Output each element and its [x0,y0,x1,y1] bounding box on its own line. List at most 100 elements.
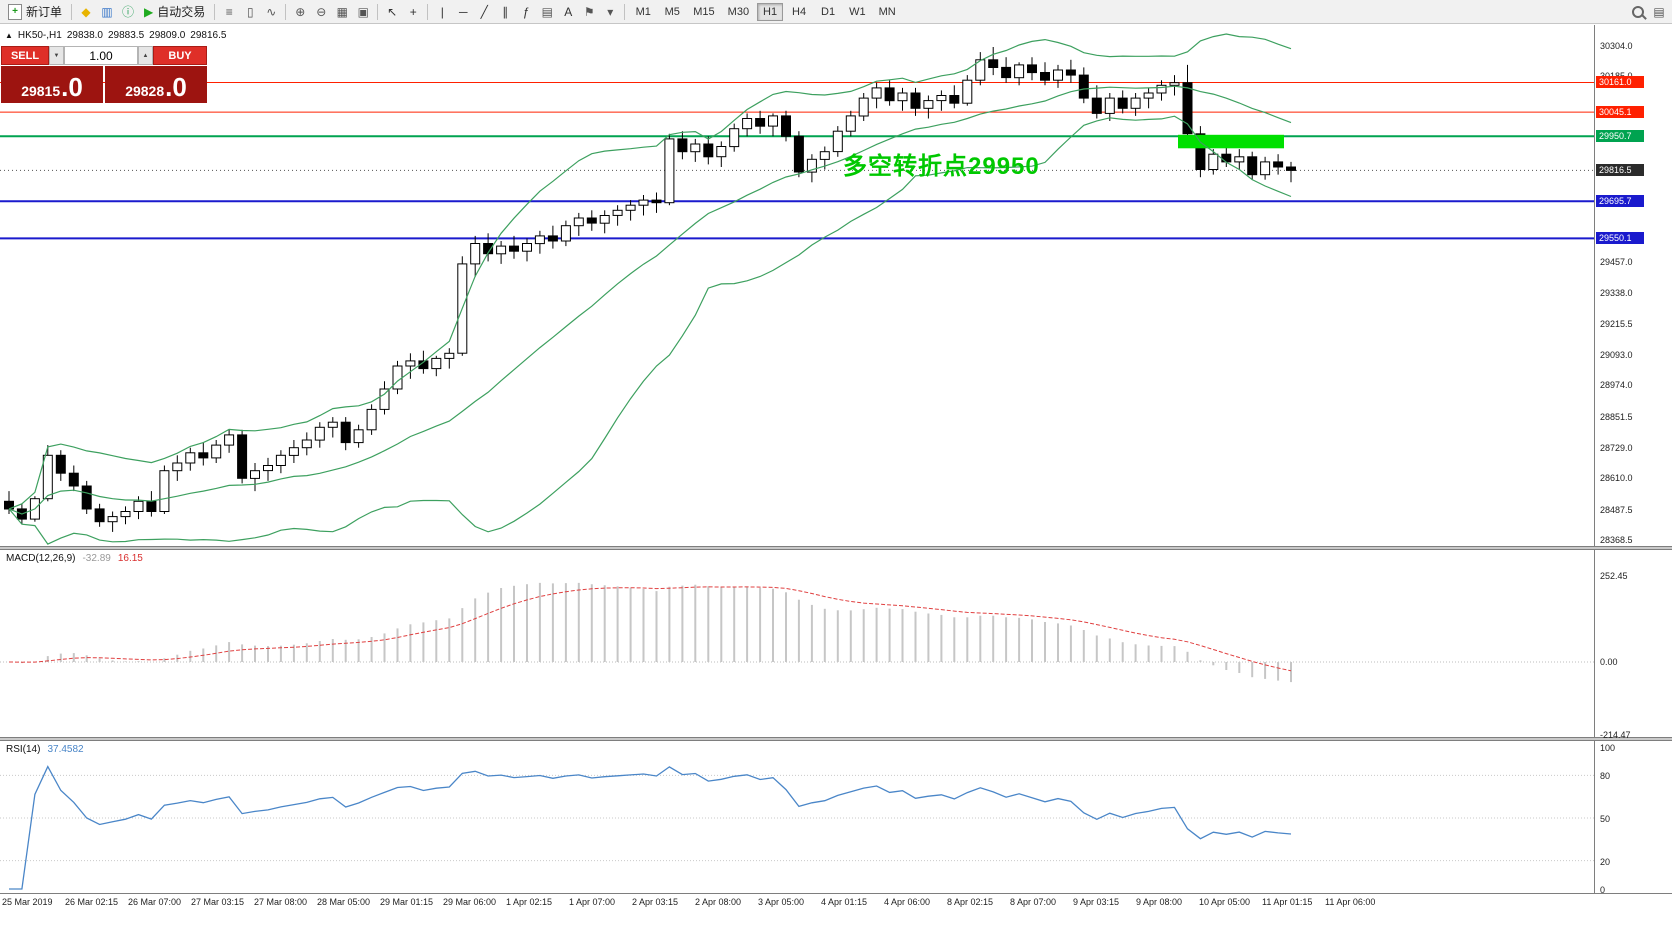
volume-input[interactable] [64,46,138,65]
community-icon: ⓘ [122,5,135,19]
autotrading-button[interactable]: ▶ 自动交易 [139,2,210,22]
time-label: 26 Mar 02:15 [65,897,119,907]
buy-price-main: 29828 [125,82,165,99]
vertical-line-icon: | [440,4,444,19]
time-label: 4 Apr 01:15 [821,897,868,907]
price-badge-29950.7: 29950.7 [1596,130,1644,142]
timeframe-h1-button[interactable]: H1 [757,2,784,21]
timeframe-m5-button[interactable]: M5 [659,3,685,21]
macd-indicator-label: MACD(12,26,9) -32.89 16.15 [6,553,143,564]
one-click-prices: 29815 .0 29828 .0 [1,66,207,103]
time-label: 1 Apr 02:15 [506,897,553,907]
panel-separator[interactable] [0,546,1672,550]
favorites-button[interactable]: ◆ [76,2,96,22]
horizontal-line-icon: ─ [459,4,468,19]
time-label: 4 Apr 06:00 [884,897,931,907]
toolbar-separator [427,3,429,20]
price-axis-border [1594,25,1595,893]
price-tick: 28974.0 [1600,380,1633,390]
timeframe-h4-button[interactable]: H4 [786,3,812,21]
panel-separator[interactable] [0,737,1672,741]
price-badge-29816.5: 29816.5 [1596,164,1644,176]
toolbar-separator [285,3,287,20]
volume-down-button[interactable]: ▼ [49,46,64,65]
time-label: 2 Apr 08:00 [695,897,742,907]
toolbar-separator [377,3,379,20]
one-click-trading-panel: SELL ▼ ▲ BUY 29815 .0 29828 .0 [1,46,207,103]
sell-price-fraction: .0 [61,72,83,102]
time-label: 11 Apr 01:15 [1262,897,1313,907]
time-label: 8 Apr 07:00 [1010,897,1057,907]
rsi-value: 37.4582 [47,744,84,755]
crosshair-button[interactable]: + [403,2,423,22]
toolbar-separator [624,3,626,20]
zoom-in-button[interactable]: ⊕ [290,2,310,22]
candles-layer [4,47,1296,532]
toolbar-separator [214,3,216,20]
timeframe-mn-button[interactable]: MN [874,3,901,21]
autotrading-button-label: 自动交易 [157,5,206,19]
new-order-button[interactable]: + 新订单 [3,2,67,22]
vertical-line-button[interactable]: | [432,2,452,22]
line-chart-type-button[interactable]: ∿ [261,2,281,22]
timeframe-m15-button[interactable]: M15 [688,3,719,21]
candle-chart-type-button[interactable]: ▯ [240,2,260,22]
cursor-button[interactable]: ↖ [382,2,402,22]
zoom-in-icon: ⊕ [295,4,306,19]
rsi-tick: 0 [1600,885,1606,895]
volume-up-button[interactable]: ▲ [138,46,153,65]
one-click-toggle-icon[interactable]: ▲ [5,31,13,40]
buy-price-display[interactable]: 29828 .0 [105,66,207,103]
charts-button[interactable]: ▥ [97,2,117,22]
sell-button[interactable]: SELL [1,46,49,65]
macd-signal-value: 16.15 [117,553,143,564]
bollinger-lower [8,115,1292,545]
symbol-info: ▲ HK50-,H1 29838.0 29883.5 29809.0 29816… [5,30,226,41]
price-badge-29695.7: 29695.7 [1596,195,1644,207]
macd-tick: 0.00 [1600,657,1618,667]
buy-price-fraction: .0 [165,72,187,102]
price-tick: 28729.0 [1600,443,1633,453]
main-toolbar: + 新订单 ◆ ▥ ⓘ ▶ 自动交易 ≡ ▯ ∿ ⊕ ⊖ ▦ ▣ ↖ + | ─ ╱ ∥ ƒ ▤ A ⚑ ▾ M1 M5 M15 M30… [0,0,1672,24]
rsi-tick: 100 [1600,743,1616,753]
price-tick: 29093.0 [1600,350,1633,360]
highlight-rectangle[interactable] [1178,134,1284,149]
search-button[interactable] [1628,2,1648,22]
time-axis-line [0,893,1672,894]
high-value: 29883.5 [107,30,145,41]
tile-windows-button[interactable]: ▦ [332,2,352,22]
arrows-button[interactable]: ⚑ [579,2,599,22]
horizontal-line-button[interactable]: ─ [453,2,473,22]
time-label: 2 Apr 03:15 [632,897,679,907]
price-tick: 28368.5 [1600,535,1633,545]
macd-tick: 252.45 [1600,571,1628,581]
arrange-charts-button[interactable]: ▣ [353,2,373,22]
price-badge-29550.1: 29550.1 [1596,232,1644,244]
window-list-button[interactable]: ▤ [1649,2,1669,22]
fibonacci-button[interactable]: ƒ [516,2,536,22]
zoom-out-button[interactable]: ⊖ [311,2,331,22]
bar-chart-type-button[interactable]: ≡ [219,2,239,22]
channel-button[interactable]: ∥ [495,2,515,22]
price-tick: 28851.5 [1600,412,1633,422]
timeframe-w1-button[interactable]: W1 [844,3,871,21]
sell-price-display[interactable]: 29815 .0 [1,66,103,103]
timeframe-m30-button[interactable]: M30 [723,3,754,21]
price-tick: 29457.0 [1600,257,1633,267]
rsi-tick: 80 [1600,771,1611,781]
community-button[interactable]: ⓘ [118,2,138,22]
timeframe-d1-button[interactable]: D1 [815,3,841,21]
grid-icon: ▤ [541,4,553,19]
candle-chart-type-icon: ▯ [246,4,254,19]
trendline-button[interactable]: ╱ [474,2,494,22]
shapes-dropdown[interactable]: ▾ [600,2,620,22]
text-label-button[interactable]: A [558,2,578,22]
timeframe-m1-button[interactable]: M1 [630,3,656,21]
time-label: 25 Mar 2019 [2,897,53,907]
time-axis: 25 Mar 2019 26 Mar 02:15 26 Mar 07:00 27 Ma… [0,897,1672,911]
text-annotation[interactable]: 多空转折点29950 [843,153,1040,180]
buy-button[interactable]: BUY [153,46,207,65]
time-label: 11 Apr 06:00 [1325,897,1376,907]
grid-button[interactable]: ▤ [537,2,557,22]
